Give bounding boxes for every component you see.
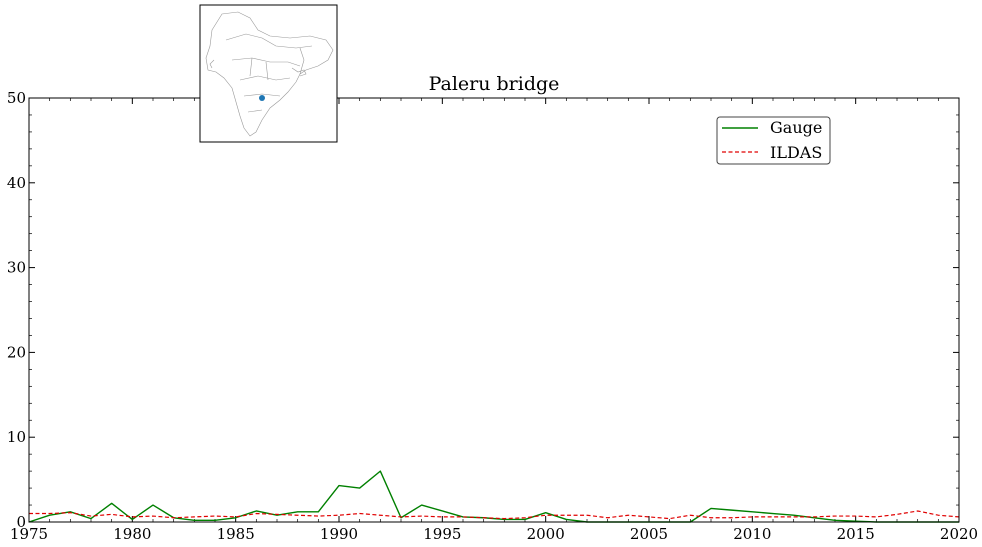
x-tick-label: 1990 bbox=[320, 525, 358, 543]
region-outline bbox=[225, 33, 313, 113]
y-tick-label: 0 bbox=[16, 513, 26, 531]
x-tick-label: 2005 bbox=[630, 525, 668, 543]
chart-title: Paleru bridge bbox=[429, 73, 560, 95]
series-line-gauge bbox=[28, 470, 959, 523]
x-tick-label: 1975 bbox=[10, 525, 48, 543]
legend-label-gauge: Gauge bbox=[770, 118, 822, 137]
inset-map-frame bbox=[199, 4, 338, 143]
x-tick-label: 2000 bbox=[527, 525, 565, 543]
legend: Gauge ILDAS bbox=[716, 116, 831, 165]
x-tick-label: 2010 bbox=[733, 525, 771, 543]
plot-frame bbox=[28, 97, 960, 523]
x-tick-label: 1995 bbox=[423, 525, 461, 543]
series-line-ildas bbox=[29, 510, 960, 520]
inset-map-outline bbox=[205, 11, 334, 137]
x-tick-label: 1980 bbox=[113, 525, 151, 543]
x-tick-label: 2015 bbox=[837, 525, 875, 543]
coastline-detail bbox=[209, 59, 307, 77]
x-tick-label: 1985 bbox=[217, 525, 255, 543]
y-tick-label: 40 bbox=[7, 174, 26, 192]
y-tick-label: 20 bbox=[7, 343, 26, 361]
inset-map bbox=[199, 4, 338, 143]
legend-label-ildas: ILDAS bbox=[770, 143, 822, 162]
series-layer bbox=[28, 470, 960, 523]
gauge-location-marker bbox=[259, 95, 265, 101]
y-tick-label: 10 bbox=[7, 428, 26, 446]
y-tick-label: 30 bbox=[7, 259, 26, 277]
tick-labels: 1975 1980 1985 1990 1995 2000 2005 2010 2015 2020… bbox=[7, 89, 978, 543]
country-outline bbox=[205, 11, 334, 137]
x-tick-label: 2020 bbox=[940, 525, 978, 543]
y-tick-label: 50 bbox=[7, 89, 26, 107]
